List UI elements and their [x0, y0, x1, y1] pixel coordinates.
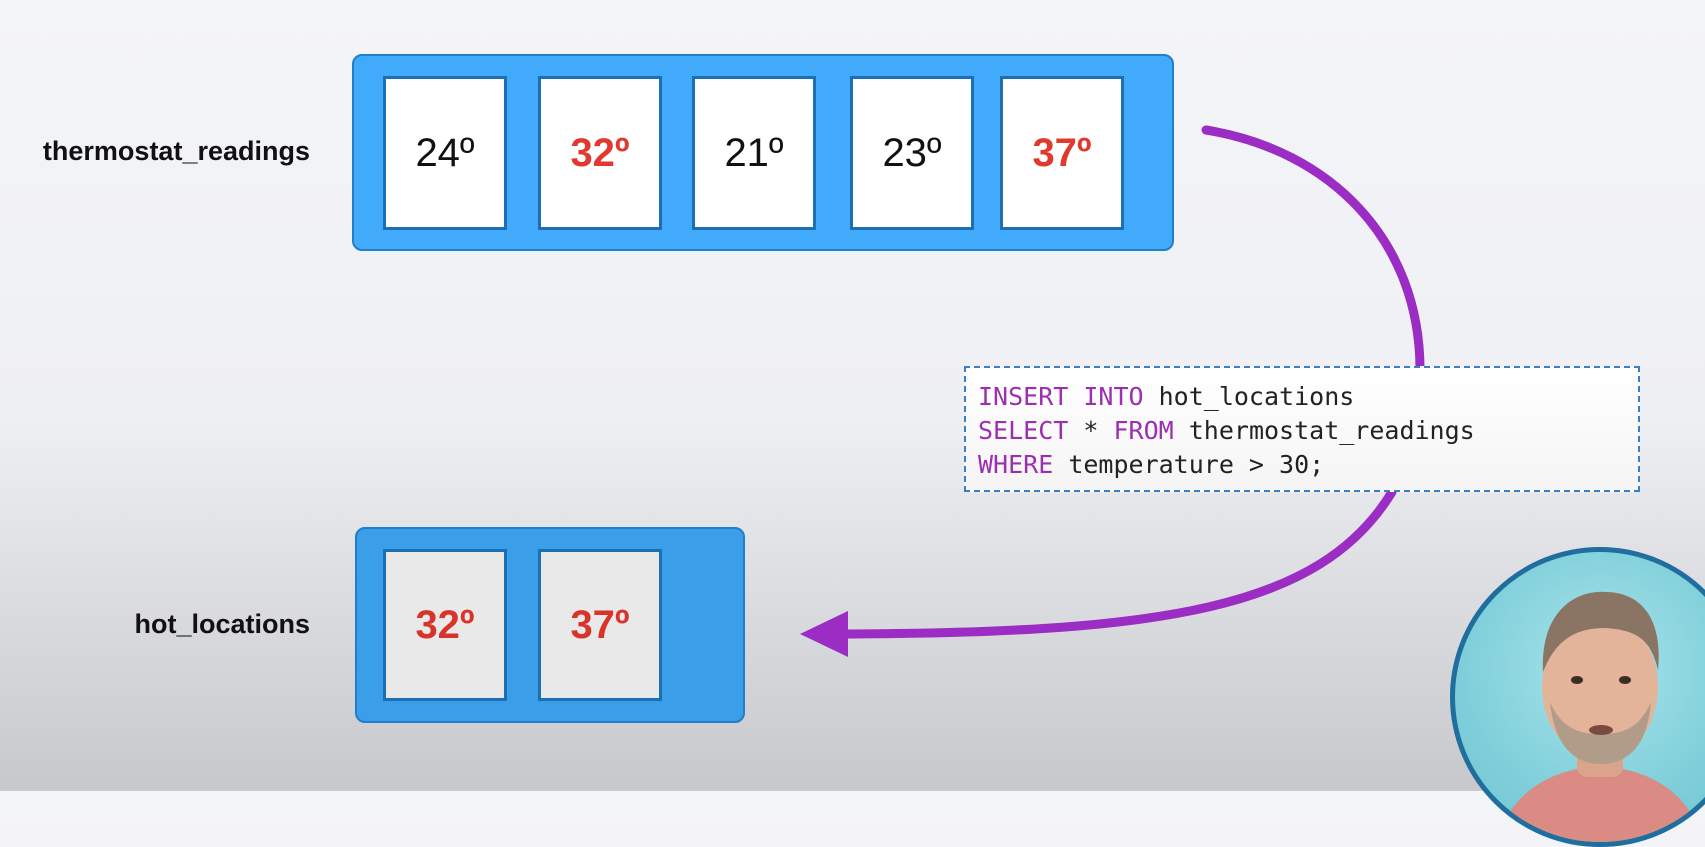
hot-locations-cell-1: 32º: [383, 549, 507, 701]
thermostat-cell-3: 21º: [692, 76, 816, 230]
hot-locations-table: 32º 37º: [355, 527, 745, 723]
thermostat-cell-1: 24º: [383, 76, 507, 230]
sql-select-star: *: [1068, 416, 1114, 445]
sql-from-keyword: FROM: [1113, 416, 1174, 445]
hot-locations-label: hot_locations: [134, 609, 310, 639]
thermostat-readings-table: 24º 32º 21º 23º 37º: [352, 54, 1174, 251]
hot-locations-cell-2: 37º: [538, 549, 662, 701]
sql-select-keyword: SELECT: [978, 416, 1069, 445]
presenter-portrait-icon: [1495, 591, 1705, 842]
curved-arrow-icon: [800, 125, 1425, 657]
thermostat-cell-2: 32º: [538, 76, 662, 230]
sql-statement-box: INSERT INTO hot_locations SELECT * FROM …: [964, 366, 1640, 492]
sql-insert-target: hot_locations: [1143, 382, 1355, 411]
sql-insert-keyword: INSERT INTO: [978, 382, 1144, 411]
thermostat-cell-5: 37º: [1000, 76, 1124, 230]
sql-where-keyword: WHERE: [978, 450, 1054, 479]
thermostat-cell-4: 23º: [850, 76, 974, 230]
sql-where-condition: temperature > 30;: [1053, 450, 1325, 479]
thermostat-readings-label: thermostat_readings: [42, 136, 310, 166]
sql-from-table: thermostat_readings: [1173, 416, 1475, 445]
